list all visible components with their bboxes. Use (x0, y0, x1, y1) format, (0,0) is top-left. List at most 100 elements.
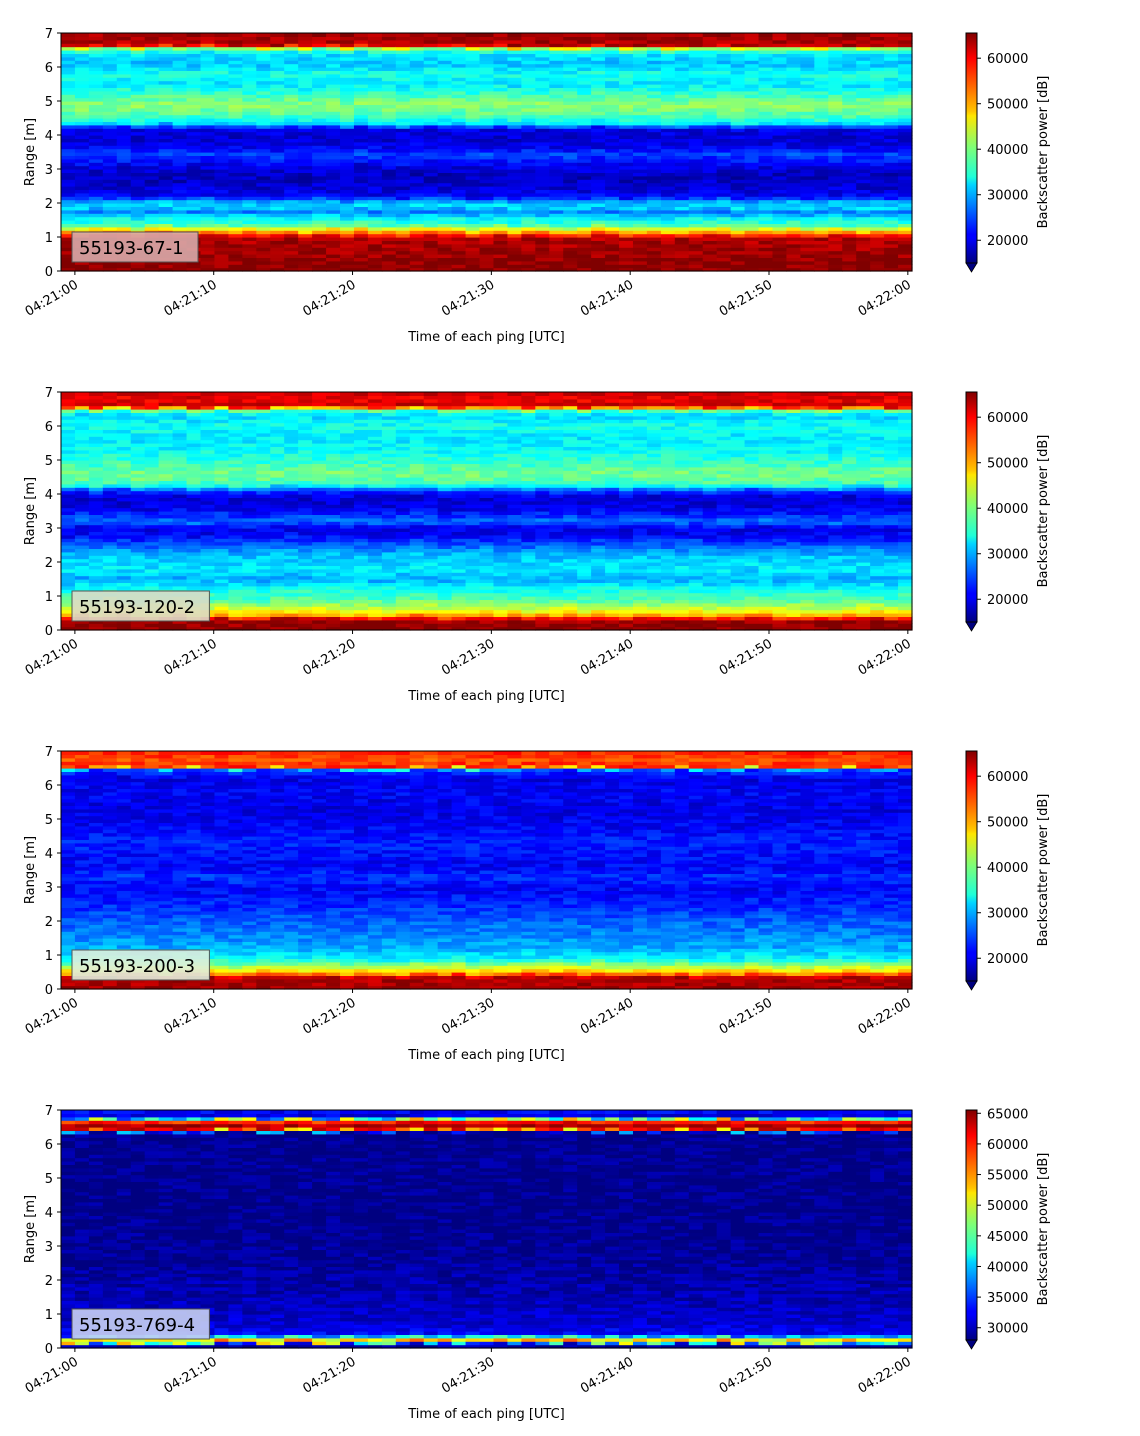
heatmap-cell (451, 216, 467, 221)
heatmap-cell (158, 392, 174, 396)
heatmap-cell (312, 80, 327, 85)
heatmap-cell (898, 226, 913, 231)
heatmap-cell (674, 182, 690, 187)
heatmap-cell (270, 209, 285, 214)
heatmap-cell (381, 220, 397, 224)
heatmap-cell (842, 63, 857, 68)
heatmap-cell (549, 46, 564, 51)
heatmap-cell (814, 77, 829, 82)
heatmap-cell (423, 158, 439, 163)
heatmap-cell (549, 111, 564, 116)
heatmap-cell (674, 230, 690, 235)
heatmap-cell (632, 267, 648, 272)
heatmap-cell (828, 87, 843, 92)
heatmap-cell (270, 230, 285, 235)
heatmap-cell (870, 152, 885, 156)
heatmap-cell (702, 39, 718, 44)
heatmap-cell (716, 70, 732, 75)
heatmap-cell (507, 39, 522, 44)
heatmap-cell (437, 230, 453, 235)
heatmap-cell (61, 87, 76, 92)
heatmap-cell (61, 264, 76, 269)
heatmap-cell (702, 243, 718, 248)
heatmap-cell (437, 165, 453, 170)
heatmap-cell (130, 121, 146, 126)
heatmap-cell (74, 186, 90, 190)
heatmap-cell (535, 165, 550, 170)
heatmap-cell (130, 436, 146, 441)
heatmap-cell (507, 73, 522, 78)
heatmap-cell (577, 240, 592, 245)
heatmap-cell (507, 175, 522, 180)
heatmap-cell (200, 121, 216, 126)
heatmap-cell (870, 172, 885, 177)
heatmap-cell (563, 80, 578, 85)
heatmap-cell (646, 124, 662, 129)
heatmap-cell (884, 182, 899, 187)
heatmap-cell (563, 264, 578, 269)
heatmap-cell (577, 213, 592, 218)
heatmap-cell (563, 172, 578, 177)
heatmap-cell (716, 90, 732, 95)
heatmap-cell (493, 199, 509, 204)
heatmap-cell (646, 135, 662, 139)
heatmap-cell (270, 165, 285, 170)
heatmap-cell (186, 172, 202, 177)
heatmap-cell (451, 233, 467, 238)
heatmap-cell (88, 36, 104, 41)
heatmap-cell (270, 237, 285, 241)
heatmap-cell (395, 216, 411, 221)
heatmap-cell (758, 179, 774, 184)
heatmap-cell (256, 36, 271, 41)
heatmap-cell (744, 111, 760, 116)
heatmap-cell (632, 90, 648, 95)
heatmap-cell (660, 87, 676, 92)
heatmap-cell (465, 233, 481, 238)
heatmap-cell (772, 216, 788, 221)
heatmap-cell (228, 152, 243, 156)
heatmap-cell (228, 264, 243, 269)
heatmap-cell (632, 247, 648, 252)
heatmap-cell (479, 199, 495, 204)
heatmap-cell (814, 67, 829, 71)
heatmap-cell (521, 233, 536, 238)
heatmap-cell (270, 97, 285, 102)
heatmap-cell (367, 43, 383, 48)
heatmap-cell (674, 84, 690, 88)
heatmap-cell (172, 121, 188, 126)
heatmap-cell (340, 243, 355, 248)
heatmap-cell (340, 87, 355, 92)
heatmap-cell (758, 141, 774, 146)
heatmap-cell (730, 172, 746, 177)
heatmap-cell (800, 121, 815, 126)
heatmap-cell (660, 121, 676, 126)
heatmap-cell (451, 230, 467, 235)
heatmap-cell (381, 104, 397, 109)
heatmap-cell (409, 264, 425, 269)
heatmap-cell (130, 169, 146, 173)
heatmap-cell (702, 118, 718, 122)
heatmap-cell (270, 107, 285, 112)
heatmap-cell (312, 267, 327, 272)
heatmap-cell (381, 257, 397, 262)
heatmap-cell (61, 169, 76, 173)
heatmap-cell (702, 257, 718, 262)
heatmap-cell (660, 203, 676, 207)
heatmap-cell (619, 209, 634, 214)
heatmap-cell (619, 56, 634, 61)
heatmap-cell (367, 53, 383, 58)
heatmap-cell (479, 94, 495, 99)
heatmap-cell (577, 264, 592, 269)
heatmap-cell (270, 50, 285, 54)
heatmap-cell (437, 53, 453, 58)
heatmap-cell (214, 209, 230, 214)
heatmap-cell (395, 189, 411, 194)
heatmap-cell (172, 46, 188, 51)
heatmap-cell (186, 216, 202, 221)
heatmap-cell (270, 70, 285, 75)
heatmap-cell (660, 128, 676, 133)
heatmap-cell (884, 237, 899, 241)
heatmap-cell (800, 179, 815, 184)
heatmap-cell (242, 80, 257, 85)
heatmap-cell (298, 148, 313, 153)
